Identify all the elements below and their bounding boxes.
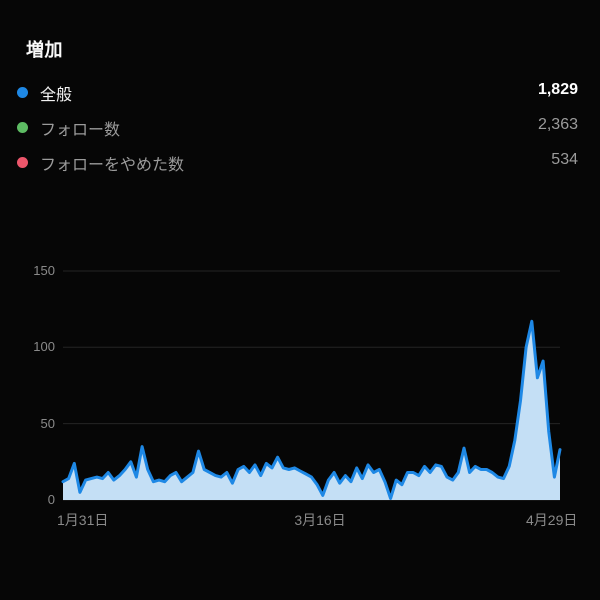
overall-dot-icon bbox=[17, 87, 28, 98]
y-tick-label: 0 bbox=[47, 492, 55, 507]
legend-label: フォローをやめた数 bbox=[40, 157, 185, 174]
x-tick-label: 4月29日 bbox=[526, 512, 578, 528]
legend-item-follows[interactable]: フォロー数 2,363 bbox=[0, 114, 600, 140]
legend-value: 534 bbox=[551, 151, 578, 168]
series-line bbox=[61, 319, 562, 500]
section-title: 増加 bbox=[26, 40, 63, 60]
legend-label: フォロー数 bbox=[40, 122, 121, 139]
unfollows-dot-icon bbox=[17, 157, 28, 168]
legend-item-unfollows[interactable]: フォローをやめた数 534 bbox=[0, 149, 600, 175]
area-chart[interactable] bbox=[0, 255, 600, 515]
follows-dot-icon bbox=[17, 122, 28, 133]
x-tick-label: 3月16日 bbox=[294, 512, 346, 528]
y-tick-label: 100 bbox=[33, 339, 55, 355]
y-tick-label: 150 bbox=[33, 262, 55, 278]
legend-value: 1,829 bbox=[537, 81, 578, 98]
legend-value: 2,363 bbox=[537, 116, 578, 133]
series-area-fill bbox=[63, 321, 560, 500]
x-tick-label: 1月31日 bbox=[57, 512, 109, 528]
legend-label: 全般 bbox=[40, 87, 73, 104]
legend-item-overall[interactable]: 全般 1,829 bbox=[0, 79, 600, 105]
y-tick-label: 50 bbox=[40, 415, 55, 431]
